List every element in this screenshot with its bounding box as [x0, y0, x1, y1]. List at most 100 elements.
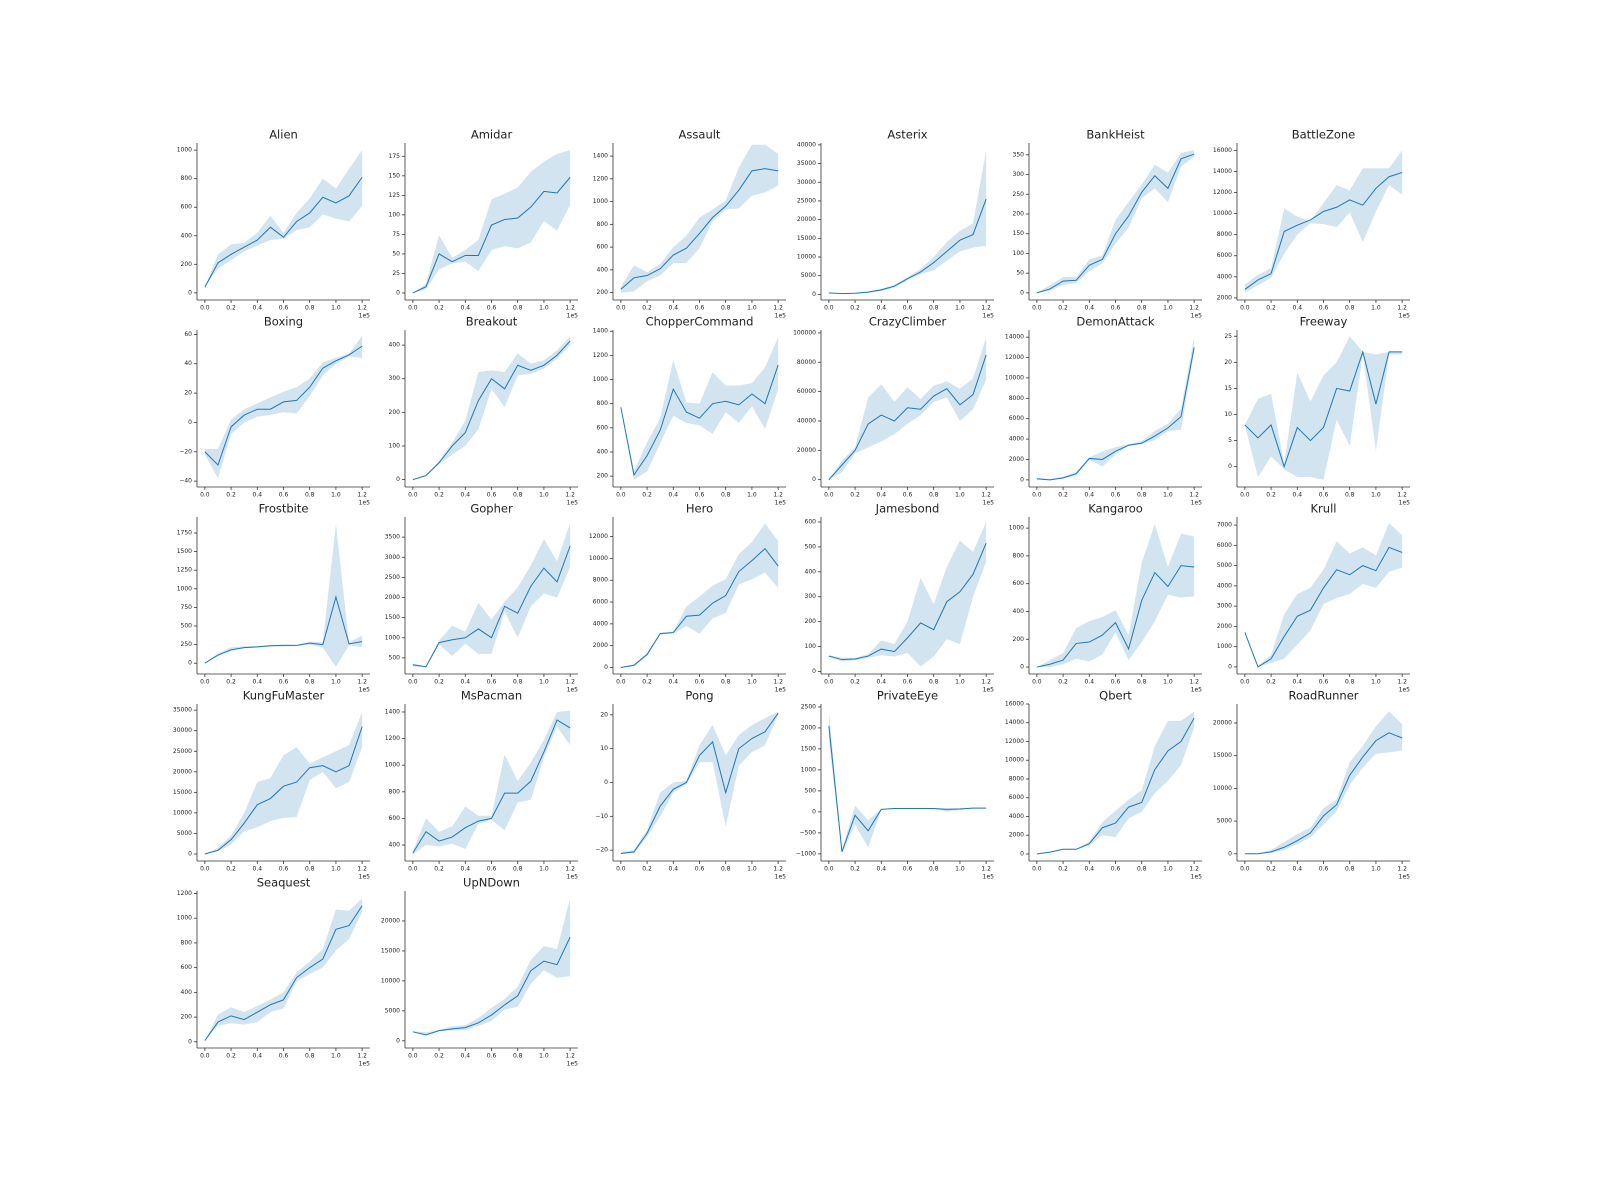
x-tick-label: 0.0: [1240, 492, 1250, 499]
y-tick-label: 20000: [173, 768, 192, 775]
x-tick-label: 0.4: [1085, 679, 1095, 686]
x-tick-label: 0.4: [669, 679, 679, 686]
y-tick-label: 40000: [797, 417, 816, 424]
y-tick-label: 1200: [593, 175, 608, 182]
y-tick-label: 0: [188, 419, 192, 426]
y-tick-label: 350: [1013, 151, 1025, 158]
y-tick-label: 10: [600, 745, 608, 752]
x-tick-label: 0.4: [1085, 866, 1095, 873]
x-tick-label: 1.0: [955, 305, 965, 312]
x-tick-label: 1.2: [1189, 679, 1199, 686]
x-tick-label: 0.8: [929, 305, 939, 312]
y-tick-label: 10000: [173, 809, 192, 816]
x-tick-label: 0.4: [253, 492, 263, 499]
mean-line: [828, 542, 987, 661]
x-tick-label: 1.0: [539, 1053, 549, 1060]
y-tick-label: 150: [389, 172, 401, 179]
x-tick-label: 0.4: [1293, 305, 1303, 312]
y-tick-label: 200: [597, 289, 609, 296]
y-tick-label: 15000: [173, 789, 192, 796]
x-tick-label: 1.2: [1397, 492, 1407, 499]
x-tick-label: 0.6: [1111, 679, 1121, 686]
y-tick-label: 10000: [1005, 374, 1024, 381]
y-tick-label: 0: [1228, 663, 1232, 670]
y-tick-label: 15: [1224, 385, 1232, 392]
x-tick-label: 0.2: [850, 492, 860, 499]
x-tick-label: 0.6: [903, 679, 913, 686]
x-offset-label: 1e5: [775, 874, 787, 881]
y-tick-label: −20: [595, 847, 608, 854]
x-tick-label: 0.6: [695, 866, 705, 873]
x-tick-label: 1.0: [955, 492, 965, 499]
x-offset-label: 1e5: [1399, 687, 1411, 694]
subplot-title: DemonAttack: [1076, 315, 1155, 329]
y-tick-label: 6000: [1217, 252, 1232, 259]
y-tick-label: 20: [600, 711, 608, 718]
mean-line: [620, 168, 779, 290]
x-offset-label: 1e5: [1191, 687, 1203, 694]
x-tick-label: 0.0: [824, 305, 834, 312]
y-tick-label: 0: [812, 476, 816, 483]
y-tick-label: 10000: [1213, 210, 1232, 217]
x-tick-label: 1.0: [1371, 866, 1381, 873]
y-tick-label: 750: [181, 604, 193, 611]
x-tick-label: 0.0: [824, 492, 834, 499]
x-tick-label: 0.0: [200, 866, 210, 873]
y-tick-label: 100: [389, 442, 401, 449]
x-tick-label: 0.4: [253, 1053, 263, 1060]
x-tick-label: 0.2: [434, 866, 444, 873]
confidence-band: [412, 710, 571, 855]
x-tick-label: 0.0: [616, 866, 626, 873]
y-tick-label: 3000: [385, 554, 400, 561]
x-tick-label: 0.2: [1058, 305, 1068, 312]
y-tick-label: 80000: [797, 359, 816, 366]
y-tick-label: 60000: [797, 388, 816, 395]
y-tick-label: 500: [805, 543, 817, 550]
y-tick-label: 600: [1013, 580, 1025, 587]
x-tick-label: 0.8: [1345, 492, 1355, 499]
y-tick-label: 25: [1224, 333, 1232, 340]
confidence-band: [828, 150, 987, 294]
mean-line: [412, 340, 571, 481]
x-tick-label: 1.2: [565, 1053, 575, 1060]
y-tick-label: 0: [812, 808, 816, 815]
x-tick-label: 0.6: [279, 492, 289, 499]
y-tick-label: 4000: [1009, 436, 1024, 443]
x-offset-label: 1e5: [359, 874, 371, 881]
x-tick-label: 1.0: [331, 492, 341, 499]
x-tick-label: 0.4: [1085, 305, 1095, 312]
y-tick-label: 4000: [593, 620, 608, 627]
x-tick-label: 0.8: [929, 492, 939, 499]
confidence-band: [1244, 711, 1403, 854]
subplot-title: Pong: [685, 689, 713, 703]
x-tick-label: 0.2: [434, 492, 444, 499]
y-tick-label: 8000: [1009, 395, 1024, 402]
confidence-band: [204, 524, 363, 667]
mean-line: [620, 712, 779, 855]
y-tick-label: 800: [389, 788, 401, 795]
y-tick-label: 2000: [801, 724, 816, 731]
y-tick-label: 100: [389, 211, 401, 218]
x-tick-label: 1.2: [565, 492, 575, 499]
x-tick-label: 1.0: [539, 866, 549, 873]
subplot-title: Gopher: [470, 502, 513, 516]
x-tick-label: 0.8: [1137, 305, 1147, 312]
y-tick-label: 600: [805, 518, 817, 525]
confidence-band: [620, 711, 779, 854]
x-tick-label: 0.4: [669, 492, 679, 499]
y-tick-label: 100: [805, 643, 817, 650]
x-tick-label: 1.0: [747, 305, 757, 312]
y-tick-label: 200: [181, 1014, 193, 1021]
x-offset-label: 1e5: [1191, 874, 1203, 881]
y-tick-label: 2000: [385, 594, 400, 601]
y-tick-label: −40: [179, 478, 192, 485]
x-offset-label: 1e5: [775, 313, 787, 320]
y-tick-label: 15000: [1213, 752, 1232, 759]
x-tick-label: 0.4: [1293, 492, 1303, 499]
x-tick-label: 0.8: [513, 679, 523, 686]
subplot-title: Krull: [1311, 502, 1337, 516]
mean-line: [204, 726, 363, 855]
y-tick-label: 0: [396, 289, 400, 296]
x-tick-label: 0.0: [1240, 866, 1250, 873]
